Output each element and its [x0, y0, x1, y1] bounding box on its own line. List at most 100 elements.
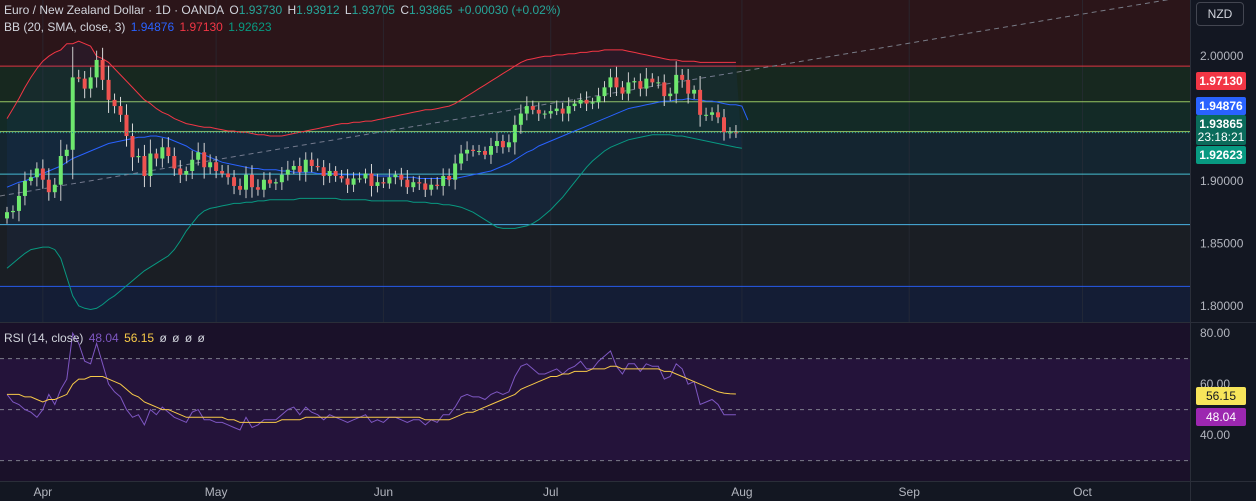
candle[interactable]: [471, 145, 476, 157]
candle[interactable]: [285, 160, 290, 181]
candle[interactable]: [578, 93, 583, 109]
candle[interactable]: [22, 171, 27, 206]
candle[interactable]: [477, 144, 482, 156]
candle[interactable]: [220, 164, 225, 178]
candle[interactable]: [40, 159, 45, 189]
candle[interactable]: [620, 81, 625, 100]
candle[interactable]: [106, 65, 111, 113]
candle[interactable]: [154, 148, 159, 167]
candle[interactable]: [584, 91, 589, 112]
candle[interactable]: [566, 97, 571, 122]
bb-legend[interactable]: BB (20, SMA, close, 3) 1.94876 1.97130 1…: [4, 20, 274, 34]
candle[interactable]: [333, 166, 338, 182]
candle[interactable]: [704, 107, 709, 121]
candle[interactable]: [297, 157, 302, 181]
candle[interactable]: [530, 100, 535, 115]
candle[interactable]: [124, 104, 129, 147]
candle[interactable]: [524, 96, 529, 121]
price-axis-label[interactable]: 1.80000: [1200, 299, 1244, 313]
bb-lower-line[interactable]: [6, 134, 742, 311]
time-axis[interactable]: Apr May Jun Jul Aug Sep Oct: [34, 485, 1093, 499]
candle[interactable]: [668, 87, 673, 102]
candle[interactable]: [315, 158, 320, 171]
candle[interactable]: [5, 206, 9, 224]
candle[interactable]: [279, 166, 284, 190]
candle[interactable]: [381, 177, 386, 189]
candle[interactable]: [369, 163, 374, 197]
candle[interactable]: [488, 137, 493, 164]
rsi-axis-label[interactable]: 40.00: [1200, 428, 1230, 442]
candle[interactable]: [58, 139, 63, 201]
candle[interactable]: [190, 150, 195, 180]
candle[interactable]: [82, 71, 87, 99]
time-axis-label[interactable]: May: [205, 485, 228, 499]
candle[interactable]: [590, 97, 595, 110]
candle[interactable]: [28, 169, 33, 186]
candle[interactable]: [686, 68, 691, 104]
bb-upper-line[interactable]: [6, 40, 736, 137]
currency-button[interactable]: NZD: [1196, 2, 1244, 26]
candle[interactable]: [644, 68, 649, 97]
candle[interactable]: [674, 61, 679, 104]
candle[interactable]: [423, 178, 428, 198]
time-axis-label[interactable]: Sep: [899, 485, 921, 499]
bb-label[interactable]: BB (20, SMA, close, 3): [4, 20, 126, 34]
candle[interactable]: [429, 177, 434, 196]
candle[interactable]: [232, 170, 237, 195]
symbol-title[interactable]: Euro / New Zealand Dollar · 1D · OANDA: [4, 3, 225, 17]
candle[interactable]: [148, 139, 153, 187]
candle[interactable]: [16, 183, 21, 222]
candle[interactable]: [178, 160, 183, 184]
candle[interactable]: [560, 102, 565, 122]
candle[interactable]: [405, 169, 410, 194]
rsi-ma-line[interactable]: [7, 365, 736, 423]
price-axis-label[interactable]: 1.85000: [1200, 236, 1244, 250]
candle[interactable]: [34, 162, 39, 187]
candle[interactable]: [483, 146, 487, 160]
candle[interactable]: [130, 123, 135, 171]
candle[interactable]: [76, 69, 81, 83]
candle[interactable]: [500, 134, 505, 154]
candle[interactable]: [238, 178, 243, 196]
candle[interactable]: [722, 108, 726, 141]
candle[interactable]: [572, 99, 577, 112]
candle[interactable]: [542, 110, 547, 119]
candle[interactable]: [662, 74, 667, 107]
candle[interactable]: [214, 156, 219, 179]
candle[interactable]: [88, 67, 93, 98]
time-axis-label[interactable]: Apr: [34, 485, 53, 499]
candle[interactable]: [255, 179, 260, 196]
candle[interactable]: [506, 134, 511, 153]
candle[interactable]: [208, 154, 213, 175]
candle[interactable]: [357, 172, 362, 183]
candle[interactable]: [10, 205, 15, 219]
price-axis-label[interactable]: 2.00000: [1200, 49, 1244, 63]
candle[interactable]: [399, 167, 404, 187]
candle[interactable]: [351, 172, 356, 193]
candle[interactable]: [614, 66, 619, 96]
candle[interactable]: [46, 168, 51, 201]
candle[interactable]: [184, 166, 189, 182]
candle[interactable]: [435, 177, 440, 190]
candle[interactable]: [244, 166, 248, 199]
candle[interactable]: [70, 46, 75, 180]
candle[interactable]: [160, 138, 165, 168]
candle[interactable]: [273, 178, 278, 191]
candle[interactable]: [459, 144, 464, 171]
candle[interactable]: [112, 93, 117, 114]
candle[interactable]: [345, 169, 350, 194]
candle[interactable]: [465, 141, 470, 161]
candle[interactable]: [554, 100, 559, 116]
candle[interactable]: [710, 107, 715, 121]
candle[interactable]: [321, 160, 326, 186]
candle[interactable]: [536, 102, 541, 121]
candle[interactable]: [136, 148, 141, 163]
candle[interactable]: [698, 76, 703, 127]
candle[interactable]: [393, 170, 398, 185]
candle[interactable]: [656, 76, 661, 89]
candle[interactable]: [453, 154, 458, 190]
candle[interactable]: [142, 144, 147, 188]
rsi-axis-label[interactable]: 80.00: [1200, 326, 1230, 340]
candle[interactable]: [261, 172, 266, 198]
